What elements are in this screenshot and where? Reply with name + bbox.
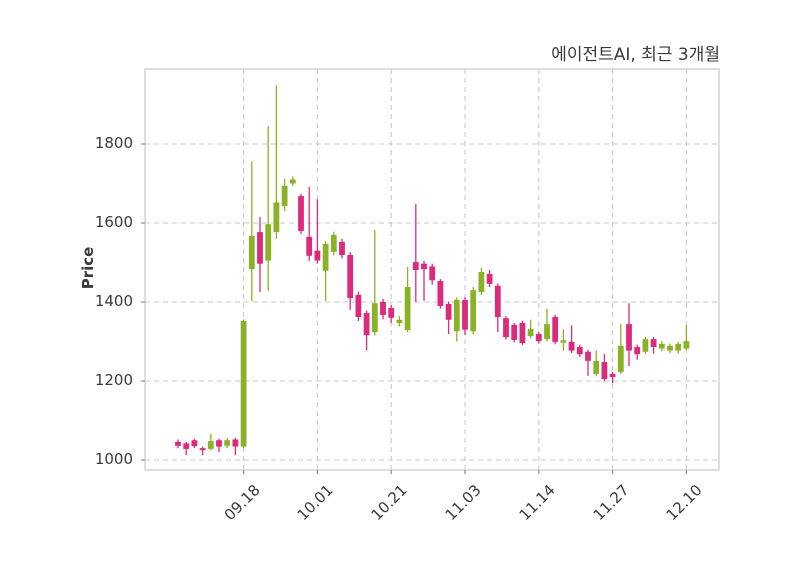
y-tick-label: 1200 <box>94 371 133 389</box>
candle <box>527 319 534 339</box>
candle <box>371 230 378 336</box>
candle <box>535 332 542 344</box>
candle <box>617 324 624 374</box>
candle <box>216 438 222 453</box>
candle <box>396 316 403 327</box>
candle <box>462 297 468 336</box>
candle <box>388 305 395 323</box>
candle <box>257 217 263 293</box>
candle <box>486 270 493 287</box>
candle <box>248 161 255 302</box>
candle <box>585 349 591 376</box>
candle <box>330 231 337 256</box>
candle <box>552 315 559 345</box>
candle <box>232 437 239 456</box>
candle <box>667 343 673 353</box>
candle <box>544 308 550 342</box>
candle <box>560 329 567 351</box>
candle <box>363 310 370 351</box>
y-tick-label: 1600 <box>94 213 133 231</box>
candle <box>240 319 247 449</box>
candle <box>412 204 419 302</box>
candle <box>191 438 198 449</box>
candle <box>289 176 296 186</box>
y-tick-label: 1400 <box>94 292 133 310</box>
candle <box>380 298 386 320</box>
chart-title: 에이전트AI, 최근 3개월 <box>551 45 720 65</box>
candle <box>183 441 190 456</box>
plot-frame <box>144 68 720 471</box>
candle <box>314 199 321 264</box>
y-tick-label: 1000 <box>94 450 133 468</box>
candle <box>224 437 231 449</box>
candle <box>675 341 682 354</box>
candle <box>601 354 608 382</box>
candle <box>503 316 509 340</box>
candle <box>593 350 600 377</box>
candle <box>609 371 616 384</box>
candle <box>683 325 690 351</box>
candle <box>429 263 436 285</box>
candle <box>265 126 272 291</box>
candle <box>339 238 345 259</box>
candle <box>568 325 575 353</box>
candle <box>650 337 657 354</box>
candle <box>322 241 329 301</box>
candle <box>298 193 304 235</box>
candle <box>355 291 362 321</box>
candle <box>634 344 641 360</box>
candle <box>347 252 354 310</box>
candle <box>437 279 444 309</box>
candle <box>626 303 632 366</box>
candle <box>478 267 485 295</box>
y-tick-label: 1800 <box>94 134 133 152</box>
candle <box>175 439 181 449</box>
candle <box>306 187 313 261</box>
candle <box>453 297 460 342</box>
candle <box>199 446 206 456</box>
candle <box>576 345 583 357</box>
candle <box>273 85 280 239</box>
candle <box>519 320 526 346</box>
candle <box>494 283 501 333</box>
candle <box>658 341 665 352</box>
candle <box>470 286 477 335</box>
candle <box>281 178 288 212</box>
candle <box>642 336 649 355</box>
candle <box>511 322 518 343</box>
candle <box>421 260 427 301</box>
candle <box>404 266 411 333</box>
candle <box>445 301 452 334</box>
candle <box>207 433 214 451</box>
